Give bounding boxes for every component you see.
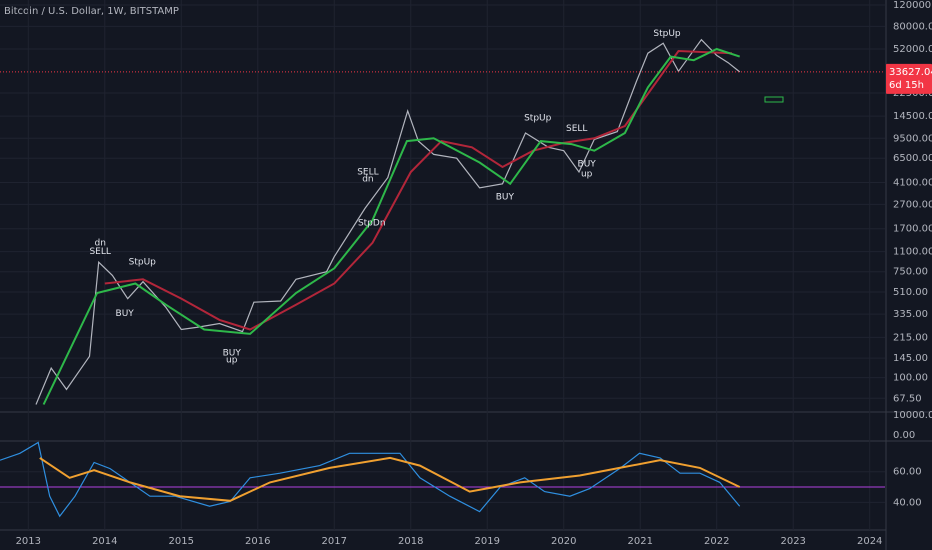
y-tick-label: 2700.00 <box>893 199 932 210</box>
signal-box <box>764 96 784 103</box>
signal-label: BUY <box>496 193 515 203</box>
price-badge-value: 33627.04 <box>889 67 932 78</box>
signal-label: up <box>226 355 238 365</box>
price-badge-countdown: 6d 15h <box>889 80 924 91</box>
signal-label: up <box>581 170 593 180</box>
y-tick-label: 1100.00 <box>893 247 932 258</box>
x-tick-label: 2023 <box>780 536 805 547</box>
y-tick-label: 145.00 <box>893 353 928 364</box>
x-tick-label: 2018 <box>398 536 423 547</box>
signal-label: StpUp <box>129 258 157 268</box>
y-tick-label: 335.00 <box>893 309 928 320</box>
x-tick-label: 2013 <box>16 536 41 547</box>
signal-label: StpUp <box>524 113 552 123</box>
y-tick-label: 14500.00 <box>893 111 932 122</box>
x-tick-label: 2020 <box>551 536 576 547</box>
x-tick-label: 2014 <box>92 536 117 547</box>
signal-label: BUY <box>578 160 597 170</box>
y-tick-label: 52000.00 <box>893 44 932 55</box>
chart-title: Bitcoin / U.S. Dollar, 1W, BITSTAMP <box>4 6 179 17</box>
y-tick-label: 40.00 <box>893 497 922 508</box>
signal-label: StpDn <box>358 218 386 228</box>
signal-label: SELL <box>89 247 110 257</box>
pane-axis-label: 10000.00 <box>893 410 932 421</box>
series-line <box>35 38 741 405</box>
y-tick-label: 1700.00 <box>893 224 932 235</box>
y-tick-label: 67.50 <box>893 393 922 404</box>
signal-label: StpUp <box>653 29 681 39</box>
y-tick-label: 750.00 <box>893 267 928 278</box>
series-line <box>39 456 741 502</box>
y-tick-label: 80000.00 <box>893 21 932 32</box>
y-tick-label: 6500.00 <box>893 153 932 164</box>
x-tick-label: 2024 <box>857 536 882 547</box>
series-line <box>42 47 741 405</box>
x-tick-label: 2019 <box>475 536 500 547</box>
series-line <box>0 441 741 518</box>
series-line <box>104 49 733 331</box>
x-tick-label: 2021 <box>628 536 653 547</box>
price-badge <box>886 63 932 94</box>
y-tick-label: 100.00 <box>893 373 928 384</box>
x-tick-label: 2016 <box>245 536 270 547</box>
y-tick-label: 9500.00 <box>893 133 932 144</box>
y-tick-label: 215.00 <box>893 332 928 343</box>
y-tick-label: 4100.00 <box>893 177 932 188</box>
y-tick-label: 60.00 <box>893 467 922 478</box>
y-tick-label: 120000.00 <box>893 0 932 11</box>
x-tick-label: 2022 <box>704 536 729 547</box>
signal-label: SELL <box>357 168 378 178</box>
y-tick-label: 510.00 <box>893 287 928 298</box>
x-tick-label: 2017 <box>322 536 347 547</box>
signal-label: dn <box>94 239 105 249</box>
signal-label: BUY <box>223 348 242 358</box>
signal-label: SELL <box>566 124 587 134</box>
x-tick-label: 2015 <box>169 536 194 547</box>
pane-axis-label: 0.00 <box>893 430 915 441</box>
signal-label: BUY <box>116 309 135 319</box>
signal-label: dn <box>362 174 373 184</box>
